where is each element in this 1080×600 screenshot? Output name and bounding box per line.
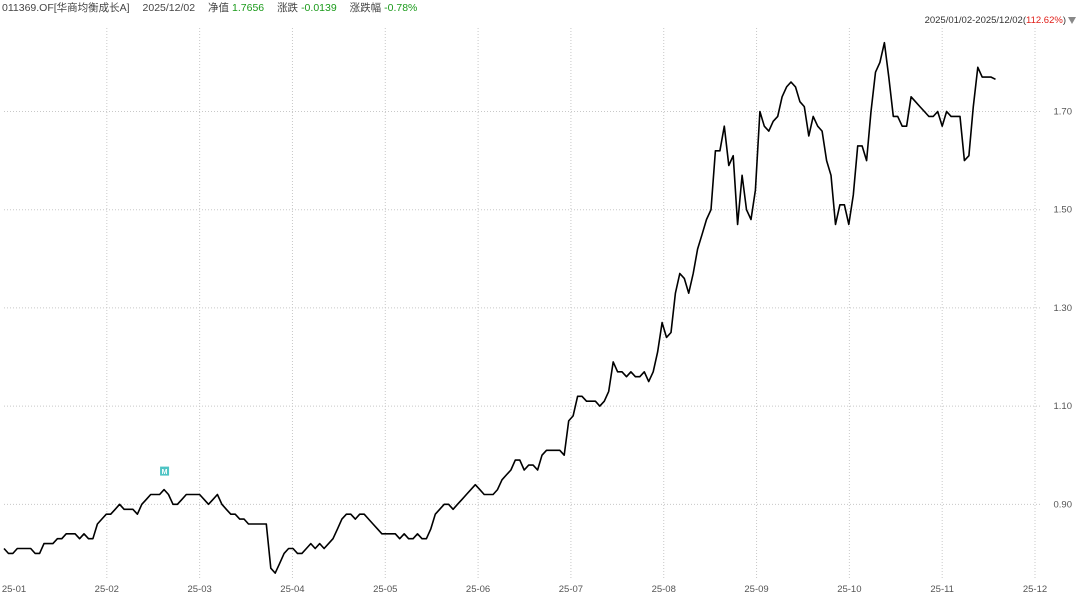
x-tick-label: 25-08 bbox=[652, 584, 676, 595]
nav-value: 1.7656 bbox=[232, 2, 265, 14]
y-tick-label: 1.30 bbox=[1054, 303, 1073, 314]
fund-code: 011369.OF[华商均衡成长A] bbox=[2, 2, 130, 14]
range-selector[interactable]: 2025/01/02-2025/12/02(112.62%) bbox=[925, 14, 1076, 28]
pct-group: 涨跌幅 -0.78% bbox=[350, 2, 418, 14]
y-tick-label: 0.90 bbox=[1054, 499, 1073, 510]
pct-label: 涨跌幅 bbox=[349, 2, 382, 14]
x-tick-label: 25-02 bbox=[95, 584, 119, 595]
x-tick-label: 25-10 bbox=[837, 584, 861, 595]
x-tick-label: 25-07 bbox=[559, 584, 583, 595]
x-tick-label: 25-04 bbox=[280, 584, 304, 595]
change-group: 涨跌 -0.0139 bbox=[277, 2, 337, 14]
axis-layer: 0.90 1.10 1.30 1.50 1.70 25-01 25-02 25-03 25-04… bbox=[2, 106, 1072, 595]
y-tick-label: 1.50 bbox=[1054, 205, 1073, 216]
series-layer bbox=[3, 41, 996, 574]
nav-series-line bbox=[3, 41, 996, 574]
grid-layer bbox=[4, 28, 1040, 578]
x-tick-label: 25-12 bbox=[1023, 584, 1047, 595]
x-tick-label: 25-11 bbox=[930, 584, 954, 595]
y-tick-label: 1.70 bbox=[1054, 106, 1073, 117]
marker-label: M bbox=[162, 469, 168, 476]
annotation-layer: M bbox=[160, 466, 170, 476]
info-bar: 011369.OF[华商均衡成长A] 2025/12/02 净值 1.7656 涨… bbox=[2, 0, 427, 16]
change-label: 涨跌 bbox=[277, 2, 299, 14]
change-value: -0.0139 bbox=[301, 2, 337, 14]
y-tick-label: 1.10 bbox=[1054, 401, 1073, 412]
range-return: 112.62% bbox=[1026, 15, 1063, 26]
nav-group: 净值 1.7656 bbox=[208, 2, 264, 14]
x-tick-label: 25-05 bbox=[373, 584, 397, 595]
dropdown-triangle-icon[interactable] bbox=[1068, 16, 1076, 24]
info-date: 2025/12/02 bbox=[142, 2, 196, 14]
x-tick-label: 25-06 bbox=[466, 584, 490, 595]
x-tick-label: 25-01 bbox=[2, 584, 26, 595]
marker-badge bbox=[160, 466, 170, 476]
x-tick-label: 25-03 bbox=[187, 584, 211, 595]
pct-value: -0.78% bbox=[384, 2, 418, 14]
range-period: 2025/01/02-2025/12/02 bbox=[924, 15, 1023, 26]
x-tick-label: 25-09 bbox=[744, 584, 768, 595]
nav-label: 净值 bbox=[208, 2, 230, 14]
